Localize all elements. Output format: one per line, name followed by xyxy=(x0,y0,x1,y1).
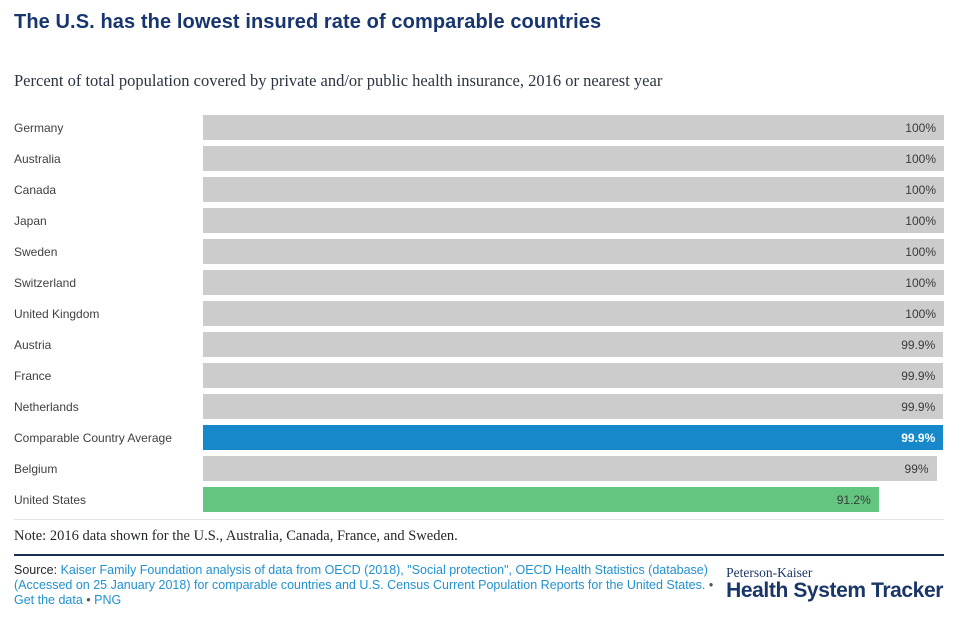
category-label: Switzerland xyxy=(14,275,77,290)
chart-row: Japan 100% xyxy=(14,205,944,236)
chart-row: United Kingdom 100% xyxy=(14,298,944,329)
bar-track: 99.9% xyxy=(203,394,944,419)
category-label: Japan xyxy=(14,213,47,228)
bar: 100% xyxy=(203,146,944,171)
value-label: 99.9% xyxy=(901,337,936,352)
bullet-separator: • xyxy=(708,578,714,592)
bullet-separator: • xyxy=(86,593,91,607)
source-link[interactable]: Kaiser Family Foundation analysis of dat… xyxy=(14,563,708,592)
value-label: 91.2% xyxy=(836,492,871,507)
category-label: Austria xyxy=(14,337,52,352)
bar: 100% xyxy=(203,301,944,326)
bar: 99.9% xyxy=(203,363,944,388)
category-label: United Kingdom xyxy=(14,306,100,321)
source-text: Source: Kaiser Family Foundation analysi… xyxy=(14,563,726,608)
value-label: 99% xyxy=(904,461,929,476)
bar: 99.9% xyxy=(203,332,944,357)
chart-row: United States 91.2% xyxy=(14,484,944,515)
get-the-data-link[interactable]: Get the data xyxy=(14,593,83,607)
bar: 100% xyxy=(203,270,944,295)
value-label: 100% xyxy=(905,244,936,259)
bar: 100% xyxy=(203,115,944,140)
chart-subtitle: Percent of total population covered by p… xyxy=(14,71,663,90)
chart-row: Sweden 100% xyxy=(14,236,944,267)
bar-track: 100% xyxy=(203,115,944,140)
chart-footer: Source: Kaiser Family Foundation analysi… xyxy=(14,556,944,608)
category-label: France xyxy=(14,368,52,383)
bar-track: 99.9% xyxy=(203,332,944,357)
chart-page: The U.S. has the lowest insured rate of … xyxy=(0,10,967,619)
chart-note: Note: 2016 data shown for the U.S., Aust… xyxy=(14,520,944,556)
bar-track: 100% xyxy=(203,270,944,295)
category-label: Germany xyxy=(14,120,64,135)
bar: 100% xyxy=(203,208,944,233)
bar: 99.9% xyxy=(203,394,944,419)
bar-track: 99.9% xyxy=(203,363,944,388)
chart-row: Switzerland 100% xyxy=(14,267,944,298)
chart-row: Belgium 99% xyxy=(14,453,944,484)
page-title: The U.S. has the lowest insured rate of … xyxy=(14,11,602,33)
chart-row: Netherlands 99.9% xyxy=(14,391,944,422)
value-label: 100% xyxy=(905,213,936,228)
bar-track: 91.2% xyxy=(203,487,944,512)
value-label: 100% xyxy=(905,182,936,197)
category-label: United States xyxy=(14,492,87,507)
category-label: Sweden xyxy=(14,244,58,259)
bar: 100% xyxy=(203,177,944,202)
value-label: 100% xyxy=(905,120,936,135)
bar: 99.9% xyxy=(203,425,944,450)
bar-track: 100% xyxy=(203,208,944,233)
value-label: 100% xyxy=(905,306,936,321)
bar-track: 99% xyxy=(203,456,944,481)
bar-chart: Germany 100% Australia 100% Canada 100% Japan 1… xyxy=(14,112,944,520)
bar-track: 100% xyxy=(203,239,944,264)
bar-track: 99.9% xyxy=(203,425,944,450)
value-label: 100% xyxy=(905,151,936,166)
logo-peterson-kaiser: Peterson-Kaiser xyxy=(726,565,813,580)
chart-row: Canada 100% xyxy=(14,174,944,205)
bar: 99% xyxy=(203,456,937,481)
bar: 100% xyxy=(203,239,944,264)
category-label: Australia xyxy=(14,151,61,166)
category-label: Belgium xyxy=(14,461,58,476)
png-download-link[interactable]: PNG xyxy=(94,593,122,607)
bar-track: 100% xyxy=(203,301,944,326)
bar-track: 100% xyxy=(203,146,944,171)
bar: 91.2% xyxy=(203,487,879,512)
category-label: Canada xyxy=(14,182,57,197)
value-label: 100% xyxy=(905,275,936,290)
value-label: 99.9% xyxy=(901,430,936,445)
source-label: Source: xyxy=(14,563,58,577)
category-label: Comparable Country Average xyxy=(14,430,172,445)
health-system-tracker-logo: Peterson-Kaiser Health System Tracker xyxy=(726,563,944,608)
chart-row: France 99.9% xyxy=(14,360,944,391)
chart-row: Australia 100% xyxy=(14,143,944,174)
chart-row: Germany 100% xyxy=(14,112,944,143)
chart-row: Austria 99.9% xyxy=(14,329,944,360)
value-label: 99.9% xyxy=(901,399,936,414)
value-label: 99.9% xyxy=(901,368,936,383)
logo-health-system-tracker: Health System Tracker xyxy=(726,579,943,602)
chart-row: Comparable Country Average 99.9% xyxy=(14,422,944,453)
category-label: Netherlands xyxy=(14,399,79,414)
bar-track: 100% xyxy=(203,177,944,202)
